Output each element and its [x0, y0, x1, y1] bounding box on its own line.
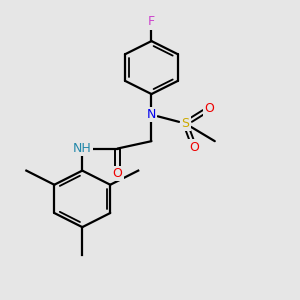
Text: O: O	[113, 167, 122, 180]
Text: N: N	[147, 108, 156, 121]
Text: NH: NH	[73, 142, 92, 155]
Text: F: F	[148, 15, 155, 28]
Text: O: O	[189, 141, 199, 154]
Text: O: O	[204, 102, 214, 115]
Text: S: S	[181, 117, 189, 130]
